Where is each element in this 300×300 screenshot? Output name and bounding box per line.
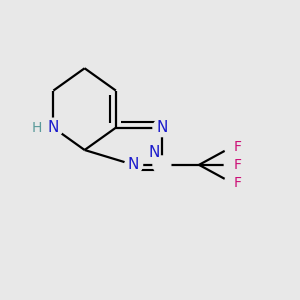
Circle shape — [224, 175, 239, 190]
Circle shape — [44, 118, 63, 137]
Text: F: F — [233, 158, 241, 172]
Text: F: F — [233, 176, 241, 190]
Text: F: F — [233, 140, 241, 154]
Text: H: H — [32, 121, 42, 135]
Circle shape — [125, 156, 142, 174]
Circle shape — [224, 158, 239, 172]
Circle shape — [224, 140, 239, 154]
Text: N: N — [128, 158, 139, 172]
Text: N: N — [156, 120, 168, 135]
Text: N: N — [48, 120, 59, 135]
Text: N: N — [149, 146, 160, 160]
Circle shape — [153, 156, 171, 174]
Circle shape — [153, 119, 171, 136]
